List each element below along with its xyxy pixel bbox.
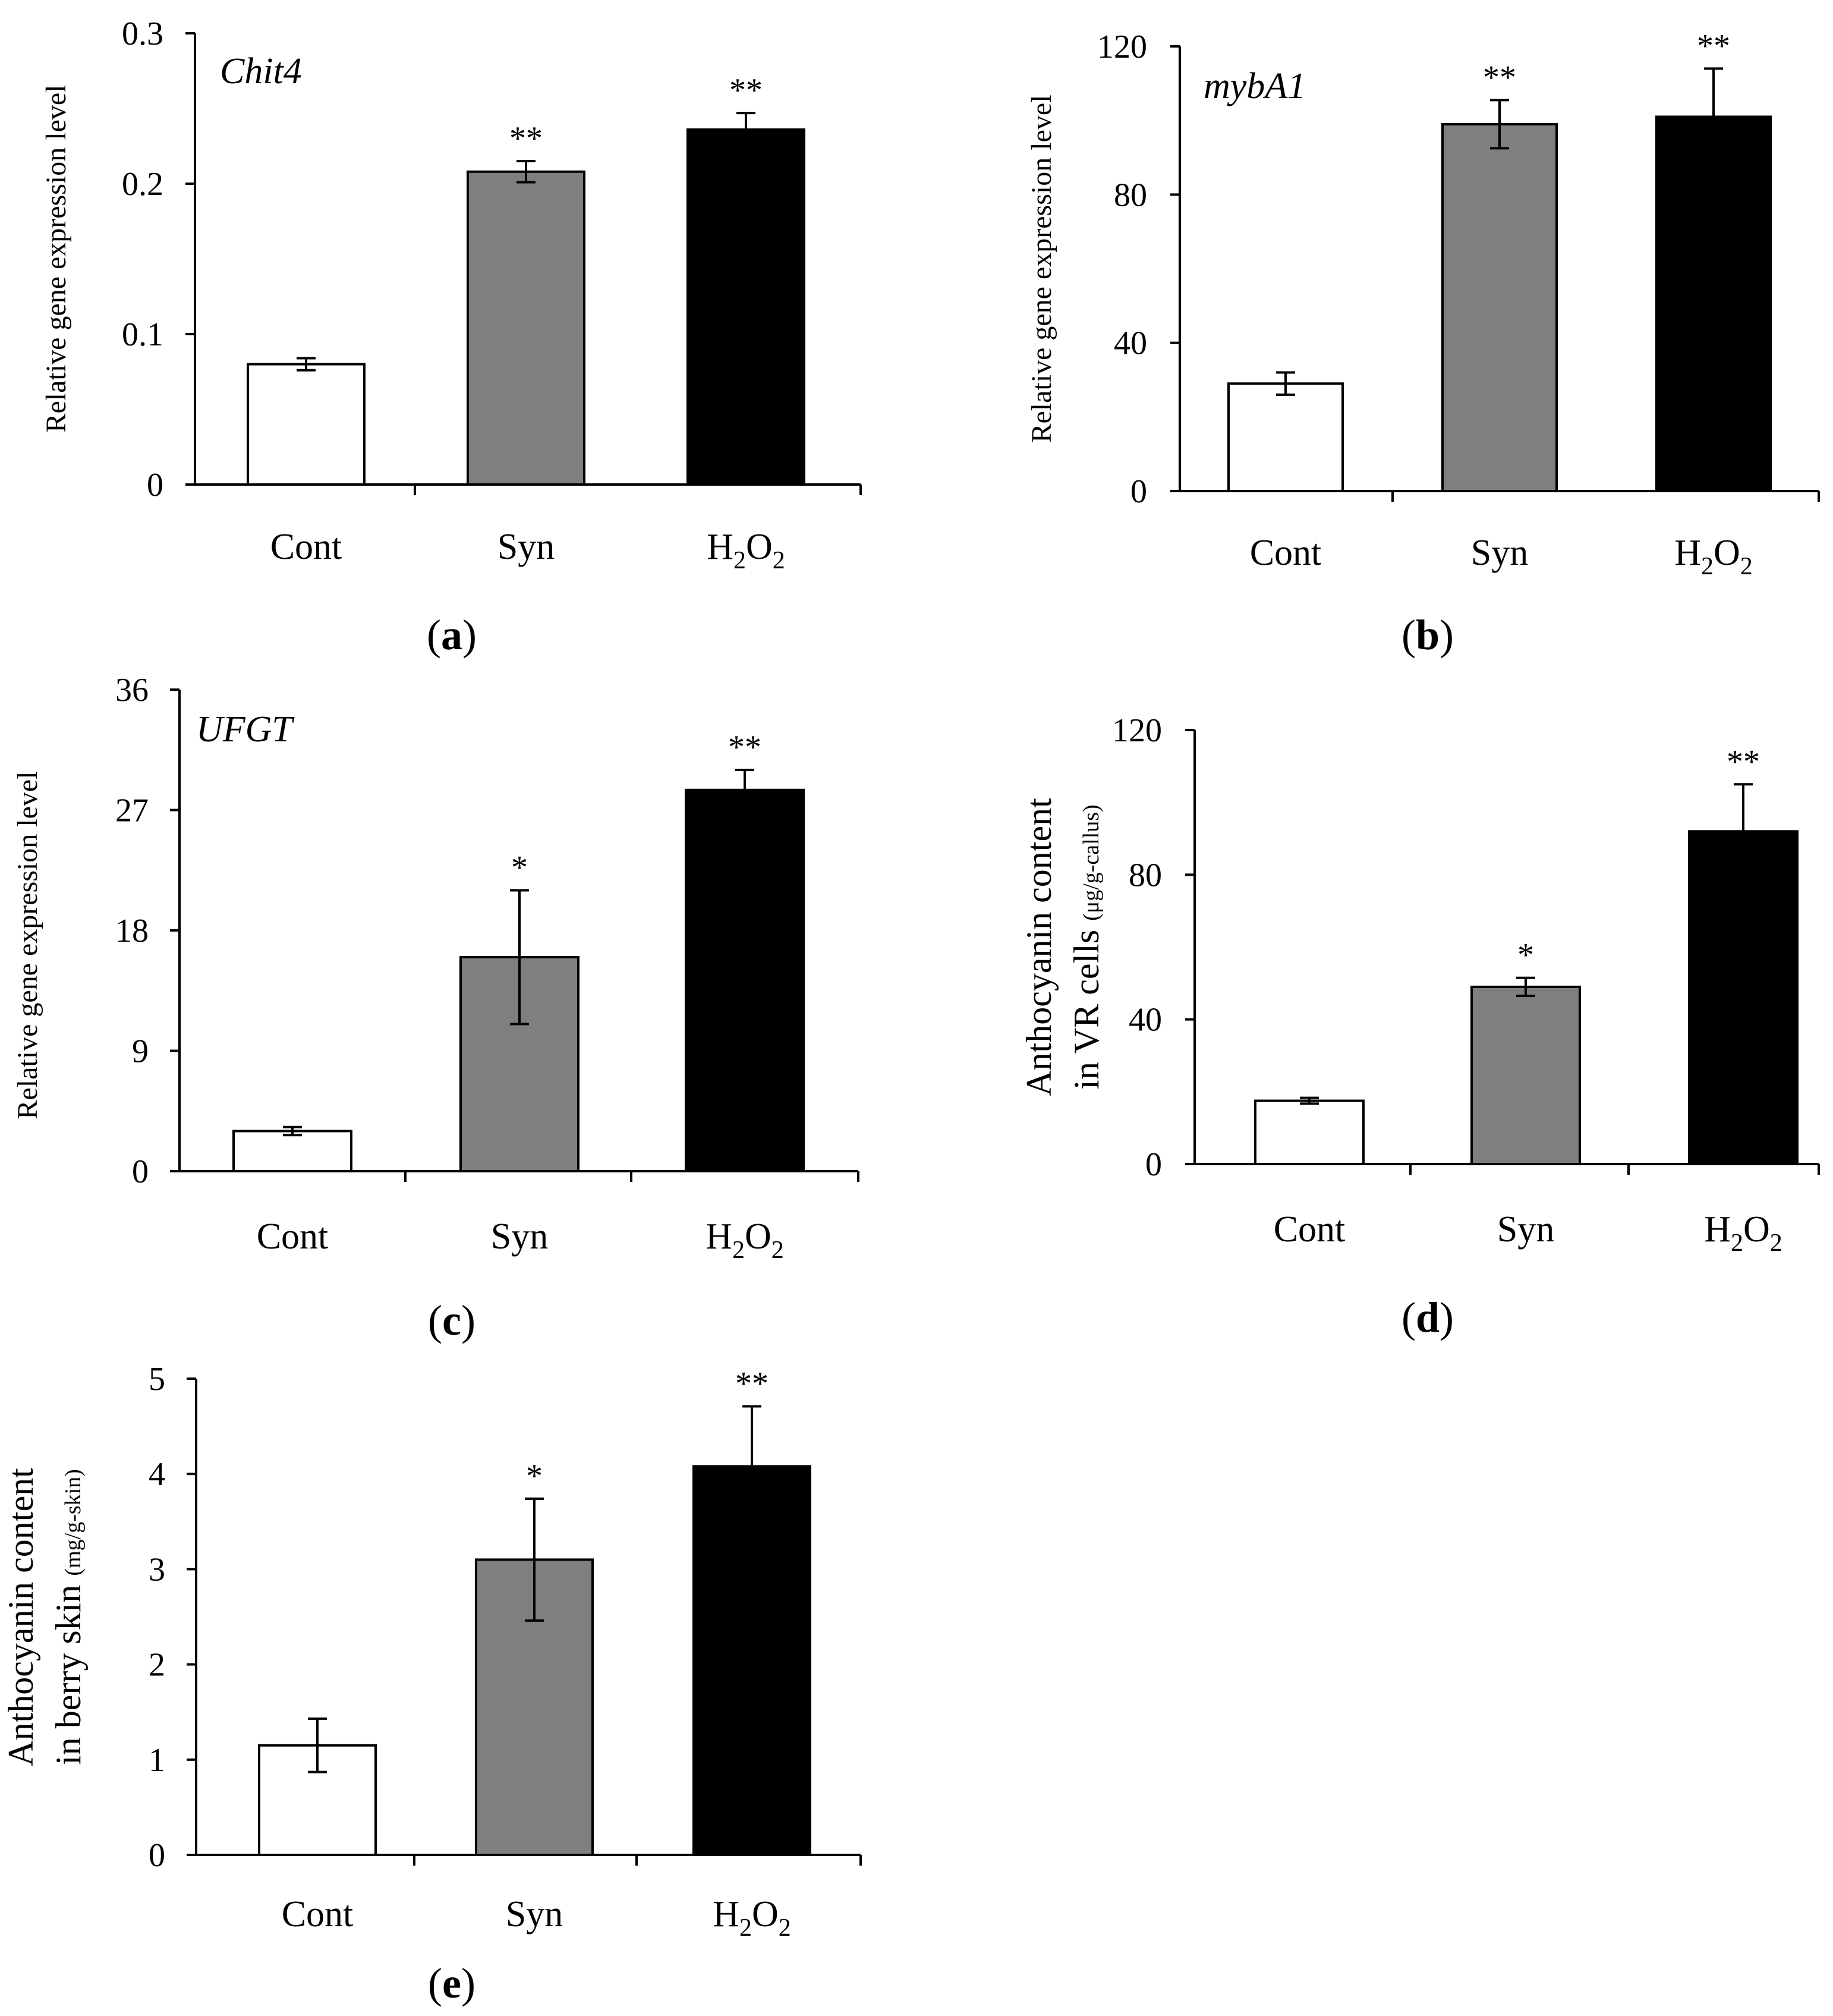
y-tick-label: 120 <box>1097 29 1147 65</box>
significance-marker: ** <box>729 72 763 109</box>
panel-label: (c) <box>428 1297 475 1344</box>
chart-panel-e: 0 1 2 3 4 5 Cont * Syn ** H2O2 Anthocyanin content i… <box>1 1361 862 2007</box>
gene-label: UFGT <box>196 709 295 750</box>
y-tick-label: 0 <box>1145 1146 1162 1183</box>
y-tick-label: 40 <box>1114 325 1147 362</box>
y-axis-label: Anthocyanin content <box>1 1468 40 1766</box>
chart-panel-d: 0 40 80 120 Cont * Syn ** H2O2 Anthocyanin conten… <box>1019 712 1820 1341</box>
significance-marker: ** <box>1483 59 1516 96</box>
bar-syn <box>1470 985 1581 1165</box>
y-tick-label: 0 <box>147 467 163 504</box>
y-tick-label: 0.1 <box>122 316 163 353</box>
category-label: Syn <box>506 1894 563 1935</box>
chart-panel-c: 0 9 18 27 36 Cont * Syn ** H2O2 UFGT Relative gene … <box>12 672 859 1344</box>
category-label-h2o2: H2O2 <box>713 1894 791 1942</box>
category-label: Cont <box>282 1894 354 1935</box>
y-tick-label: 27 <box>115 792 149 829</box>
y-tick-label: 80 <box>1129 857 1162 894</box>
category-label: Cont <box>1250 533 1322 573</box>
significance-marker: * <box>526 1458 543 1495</box>
category-label: Syn <box>1497 1209 1554 1250</box>
gene-label: Chit4 <box>220 51 302 92</box>
gene-label: mybA1 <box>1204 66 1306 106</box>
category-label-h2o2: H2O2 <box>706 1216 784 1264</box>
category-label-h2o2: H2O2 <box>1704 1209 1782 1257</box>
y-tick-label: 0.3 <box>122 15 163 52</box>
bar-cont <box>247 363 366 486</box>
category-label: Cont <box>1274 1209 1346 1250</box>
category-label: Cont <box>257 1216 329 1257</box>
category-label-h2o2: H2O2 <box>707 527 785 574</box>
y-tick-label: 36 <box>115 672 149 709</box>
y-axis-label: Relative gene expression level <box>40 84 72 432</box>
bar-syn <box>1441 122 1558 492</box>
bar-h2o2 <box>692 1465 811 1857</box>
category-label: Cont <box>270 527 342 567</box>
y-tick-label: 3 <box>149 1551 165 1588</box>
y-tick-label: 0 <box>1130 473 1147 510</box>
bar-h2o2 <box>1688 830 1799 1166</box>
y-tick-label: 40 <box>1129 1002 1162 1039</box>
category-label: Syn <box>491 1216 548 1257</box>
category-label: Syn <box>1471 533 1528 573</box>
significance-marker: ** <box>728 729 761 766</box>
bar-syn <box>467 170 585 486</box>
significance-marker: * <box>1517 937 1534 974</box>
category-label-h2o2: H2O2 <box>1674 533 1753 580</box>
significance-marker: ** <box>1727 743 1760 780</box>
bar-cont <box>1254 1099 1365 1165</box>
y-tick-label: 5 <box>149 1361 165 1398</box>
panel-label: (d) <box>1401 1294 1454 1341</box>
bar-cont <box>1227 382 1344 492</box>
chart-panel-a: 0 0.1 0.2 0.3 Cont ** Syn ** H2O2 Chit4 Relative g… <box>40 15 862 659</box>
significance-marker: ** <box>509 120 543 157</box>
bar-h2o2 <box>685 788 805 1172</box>
y-tick-label: 9 <box>132 1033 149 1070</box>
significance-marker: * <box>511 850 528 886</box>
bar-cont <box>232 1130 352 1172</box>
panel-label: (e) <box>428 1960 475 2007</box>
category-label: Syn <box>497 527 555 567</box>
y-axis-label: Anthocyanin content <box>1019 798 1059 1096</box>
y-axis-label-line2: in berry skin (mg/g-skin) <box>49 1469 88 1765</box>
chart-panel-b: 0 40 80 120 Cont ** Syn ** H2O2 mybA1 Relative gen… <box>1026 27 1820 659</box>
y-tick-label: 0.2 <box>122 166 163 203</box>
y-tick-label: 18 <box>115 913 149 949</box>
y-axis-label: Relative gene expression level <box>1026 95 1057 442</box>
y-tick-label: 2 <box>149 1647 165 1684</box>
y-tick-label: 4 <box>149 1456 165 1493</box>
bar-h2o2 <box>1655 115 1772 492</box>
y-axis-label: Relative gene expression level <box>12 771 43 1119</box>
y-tick-label: 0 <box>132 1153 149 1190</box>
bar-h2o2 <box>686 128 805 486</box>
significance-marker: ** <box>1697 27 1730 64</box>
y-axis-label-line2: in VR cells (μg/g-callus) <box>1067 804 1106 1089</box>
y-tick-label: 80 <box>1114 177 1147 213</box>
panel-label: (a) <box>427 611 477 659</box>
significance-marker: ** <box>735 1365 769 1402</box>
y-tick-label: 1 <box>149 1742 165 1779</box>
panel-label: (b) <box>1401 611 1454 659</box>
y-tick-label: 0 <box>149 1837 165 1874</box>
y-tick-label: 120 <box>1112 712 1162 749</box>
